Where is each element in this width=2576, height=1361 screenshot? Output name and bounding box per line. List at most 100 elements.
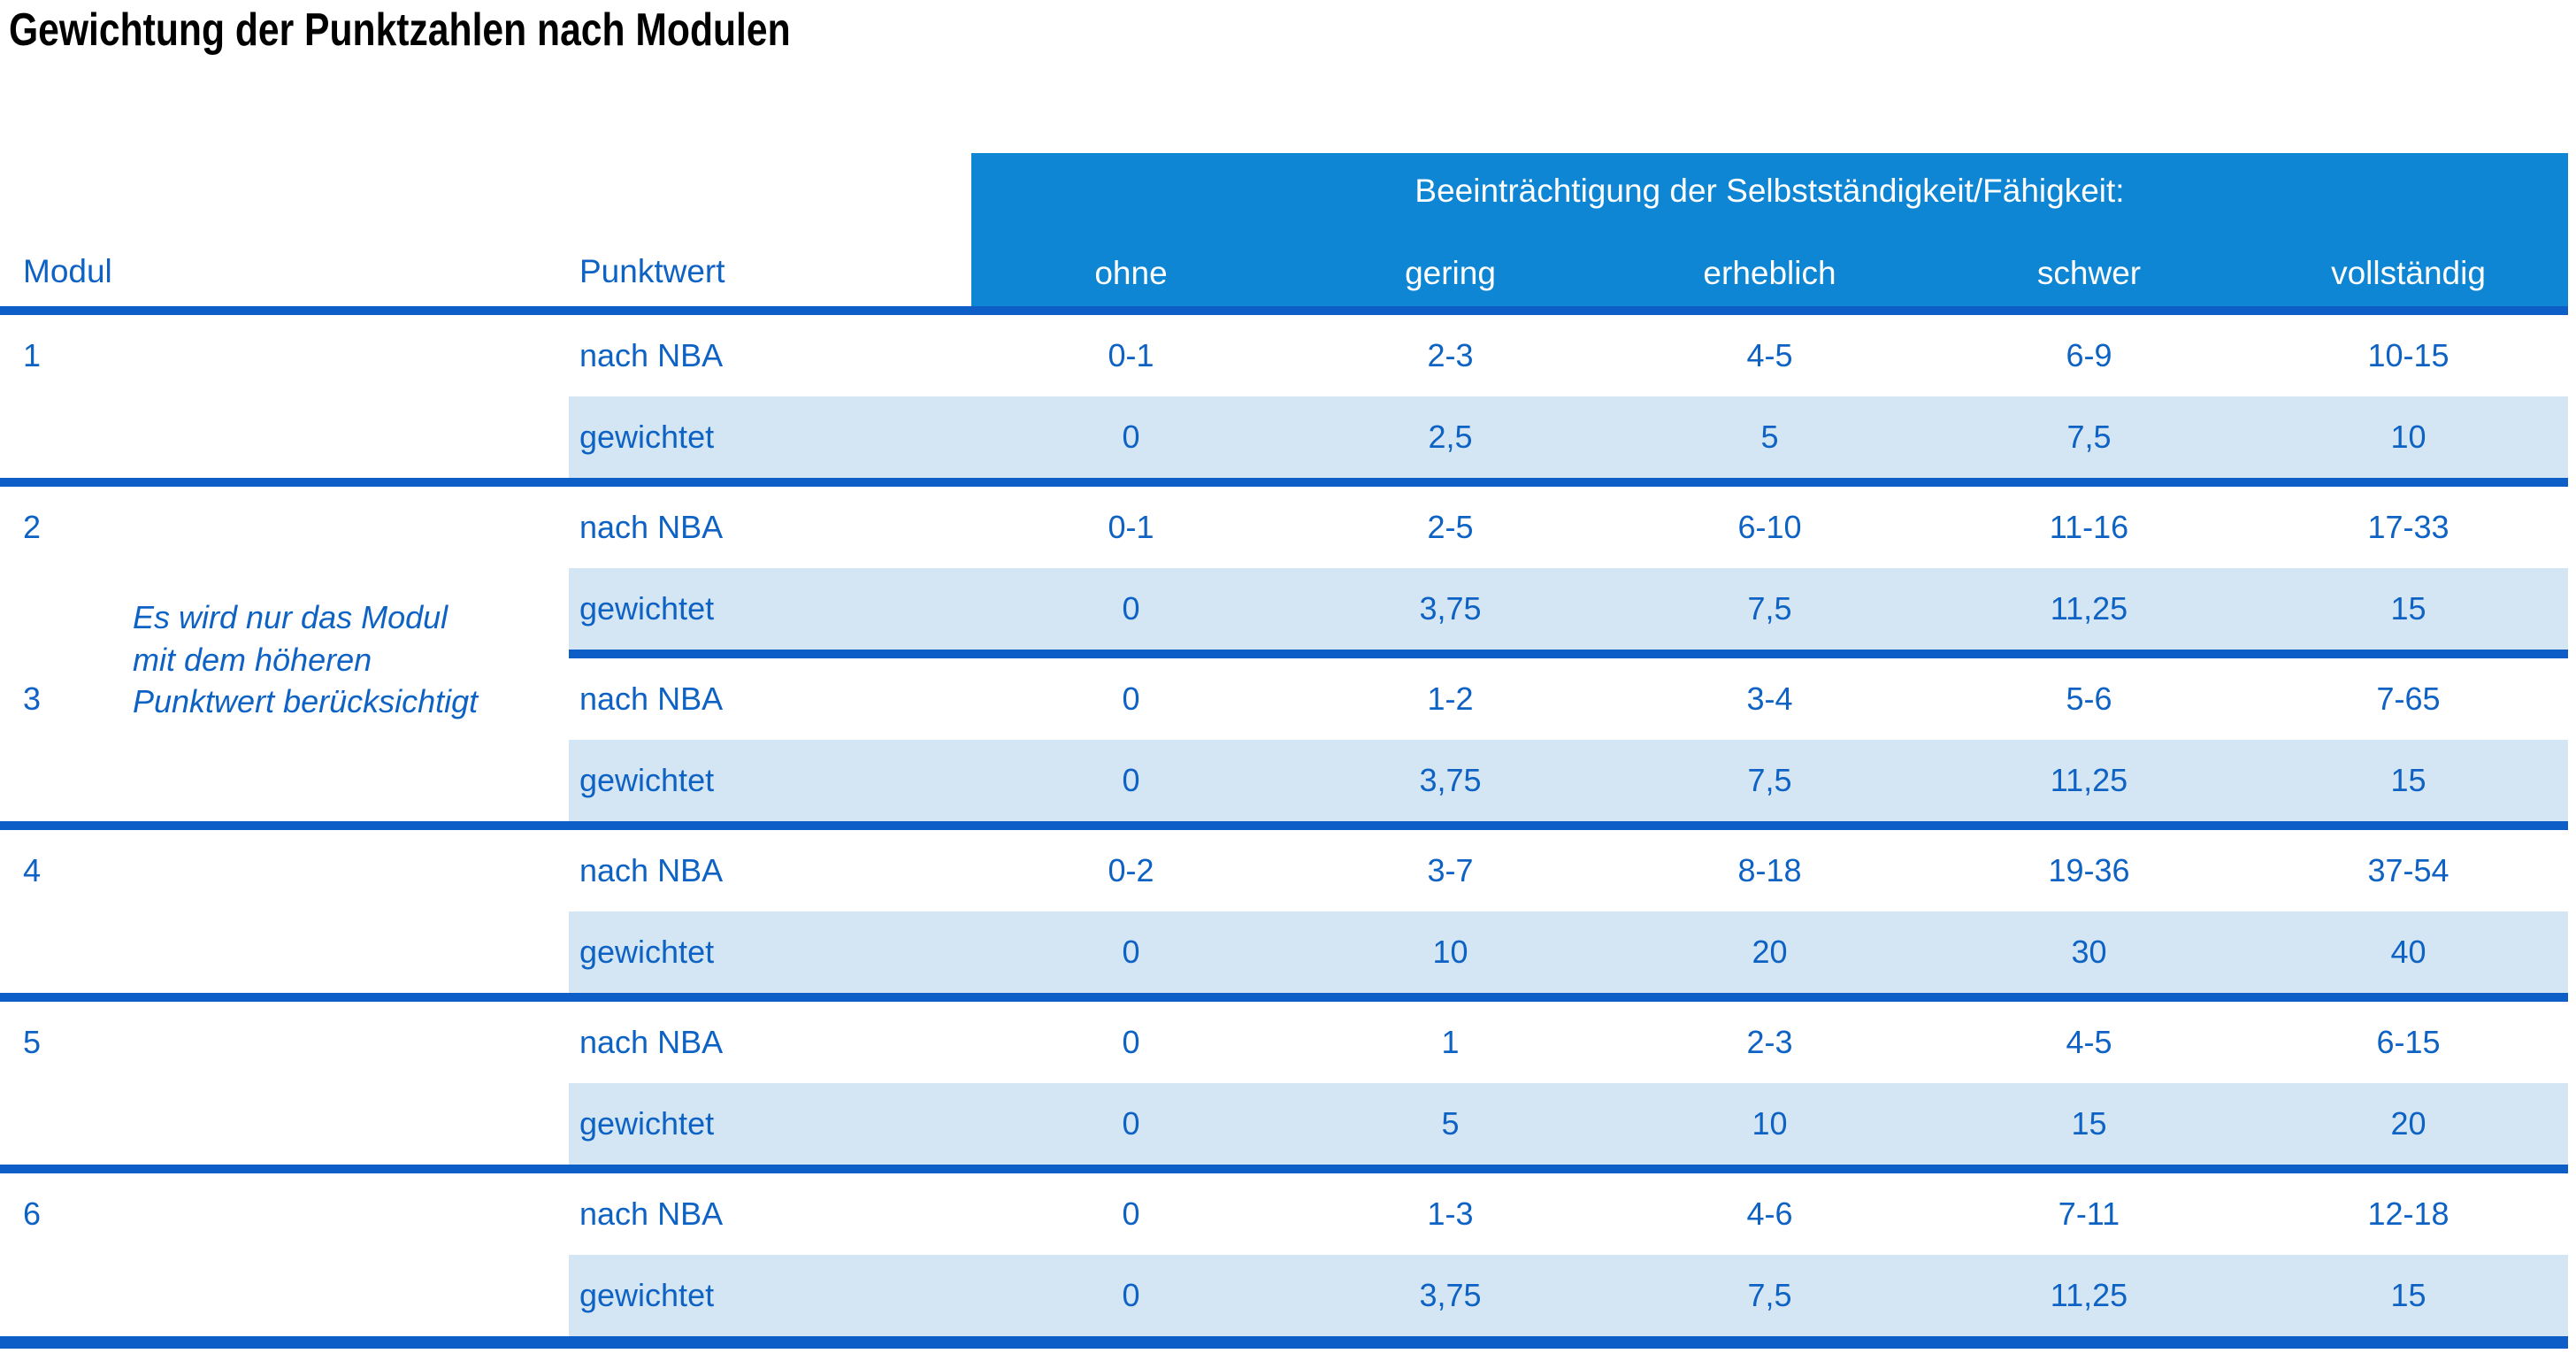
cell-value: 0 (1122, 680, 1140, 717)
row-label: nach NBA (579, 852, 724, 888)
page-title: Gewichtung der Punktzahlen nach Modulen (9, 4, 791, 56)
table-row: 1 nach NBA 0-1 2-3 4-5 6-9 10-15 (0, 315, 2568, 396)
cell-value: 11,25 (1929, 568, 2249, 650)
separator-partial (569, 650, 2568, 658)
cell-value: 10 (1291, 911, 1610, 993)
row-label: gewichtet (569, 911, 971, 993)
table-row: gewichtet 0 3,75 7,5 11,25 15 (0, 1255, 2568, 1336)
module-sections: 1 nach NBA 0-1 2-3 4-5 6-9 10-15 gewichtet 0 2,5 5… (0, 315, 2568, 1349)
column-header-vollstaendig: vollständig (2331, 255, 2486, 291)
cell-value: 11-16 (2049, 509, 2129, 545)
separator (0, 993, 2568, 1002)
cell-value: 3-4 (1746, 680, 1793, 717)
row-label: gewichtet (569, 1255, 971, 1336)
cell-value: 1-3 (1427, 1196, 1474, 1232)
module-number: 2 (23, 509, 42, 545)
cell-value: 0 (1122, 1196, 1140, 1232)
cell-value: 3,75 (1291, 568, 1610, 650)
separator (0, 821, 2568, 830)
cell-value: 0-1 (1108, 509, 1154, 545)
cell-value: 7,5 (1610, 1255, 1929, 1336)
table-row: 5 nach NBA 0 1 2-3 4-5 6-15 (0, 1002, 2568, 1083)
cell-value: 0 (971, 1083, 1291, 1165)
cell-value: 7,5 (1929, 396, 2249, 478)
cell-value: 1 (1441, 1024, 1460, 1060)
separator (0, 1165, 2568, 1173)
module-number (0, 911, 569, 993)
module-number: 4 (23, 852, 42, 888)
cell-value: 19-36 (2048, 852, 2130, 888)
cell-value: 6-15 (2376, 1024, 2441, 1060)
row-label: nach NBA (579, 509, 724, 545)
cell-value: 20 (2249, 1083, 2568, 1165)
cell-value: 4-5 (1746, 337, 1793, 373)
table-row: gewichtet 0 5 10 15 20 (0, 1083, 2568, 1165)
table-row: gewichtet 0 3,75 7,5 11,25 15 (0, 740, 2568, 821)
note-line: mit dem höheren (133, 641, 372, 678)
cell-value: 20 (1610, 911, 1929, 993)
cell-value: 40 (2249, 911, 2568, 993)
cell-value: 12-18 (2367, 1196, 2450, 1232)
column-header-schwer: schwer (2036, 255, 2142, 291)
cell-value: 11,25 (1929, 1255, 2249, 1336)
table-row: gewichtet 0 10 20 30 40 (0, 911, 2568, 993)
cell-value: 10 (1610, 1083, 1929, 1165)
cell-value: 15 (1929, 1083, 2249, 1165)
cell-value: 2-3 (1746, 1024, 1793, 1060)
cell-value: 37-54 (2367, 852, 2450, 888)
cell-value: 30 (1929, 911, 2249, 993)
row-label: nach NBA (579, 1196, 724, 1232)
cell-value: 5 (1610, 396, 1929, 478)
row-label: gewichtet (569, 1083, 971, 1165)
module-weighting-table: Modul Punktwert Beeinträchtigung der Sel… (0, 153, 2568, 1349)
cell-value: 3,75 (1291, 1255, 1610, 1336)
impairment-group-title: Beeinträchtigung der Selbstständigkeit/F… (1414, 173, 2125, 209)
row-label: nach NBA (579, 680, 724, 717)
cell-value: 7,5 (1610, 568, 1929, 650)
cell-value: 7-11 (2058, 1196, 2120, 1232)
module-number: 3 (23, 680, 42, 717)
cell-value: 0 (971, 396, 1291, 478)
cell-value: 0 (1122, 1024, 1140, 1060)
cell-value: 5 (1291, 1083, 1610, 1165)
table-row: gewichtet 0 3,75 7,5 11,25 15 (0, 568, 2568, 650)
cell-value: 3,75 (1291, 740, 1610, 821)
cell-value: 1-2 (1427, 680, 1474, 717)
cell-value: 7,5 (1610, 740, 1929, 821)
table-row: 2 nach NBA 0-1 2-5 6-10 11-16 17-33 (0, 487, 2568, 568)
row-label: gewichtet (569, 568, 971, 650)
module-number: 6 (23, 1196, 42, 1232)
cell-value: 2,5 (1291, 396, 1610, 478)
cell-value: 6-9 (2066, 337, 2112, 373)
note-line: Punktwert berücksichtigt (133, 683, 479, 720)
cell-value: 0-2 (1108, 852, 1154, 888)
cell-value: 11,25 (1929, 740, 2249, 821)
module-number (0, 1255, 569, 1336)
cell-value: 10 (2249, 396, 2568, 478)
note: Es wird nur das Modul mit dem höheren Punk… (133, 596, 575, 723)
cell-value: 0 (971, 911, 1291, 993)
column-header-modul: Modul (23, 253, 112, 289)
modules-2-3-group: Es wird nur das Modul mit dem höheren Punk… (0, 487, 2568, 821)
table-header-row: Modul Punktwert Beeinträchtigung der Sel… (0, 153, 2568, 306)
module-number: 5 (23, 1024, 42, 1060)
row-label: gewichtet (569, 740, 971, 821)
note-line: Es wird nur das Modul (133, 599, 448, 635)
column-header-erheblich: erheblich (1703, 255, 1836, 291)
cell-value: 0-1 (1108, 337, 1154, 373)
cell-value: 15 (2249, 740, 2568, 821)
table-row: 3 nach NBA 0 1-2 3-4 5-6 7-65 (0, 658, 2568, 740)
cell-value: 10-15 (2367, 337, 2450, 373)
cell-value: 15 (2249, 568, 2568, 650)
severity-labels-row: ohne gering erheblich schwer vollständig (971, 255, 2568, 306)
column-header-ohne: ohne (1094, 255, 1168, 291)
cell-value: 17-33 (2367, 509, 2450, 545)
impairment-header-block: Beeinträchtigung der Selbstständigkeit/F… (971, 153, 2568, 306)
cell-value: 4-6 (1746, 1196, 1793, 1232)
header-divider-line (0, 306, 2568, 315)
cell-value: 2-3 (1427, 337, 1474, 373)
row-label: gewichtet (569, 396, 971, 478)
cell-value: 7-65 (2376, 680, 2441, 717)
row-label: nach NBA (579, 337, 724, 373)
